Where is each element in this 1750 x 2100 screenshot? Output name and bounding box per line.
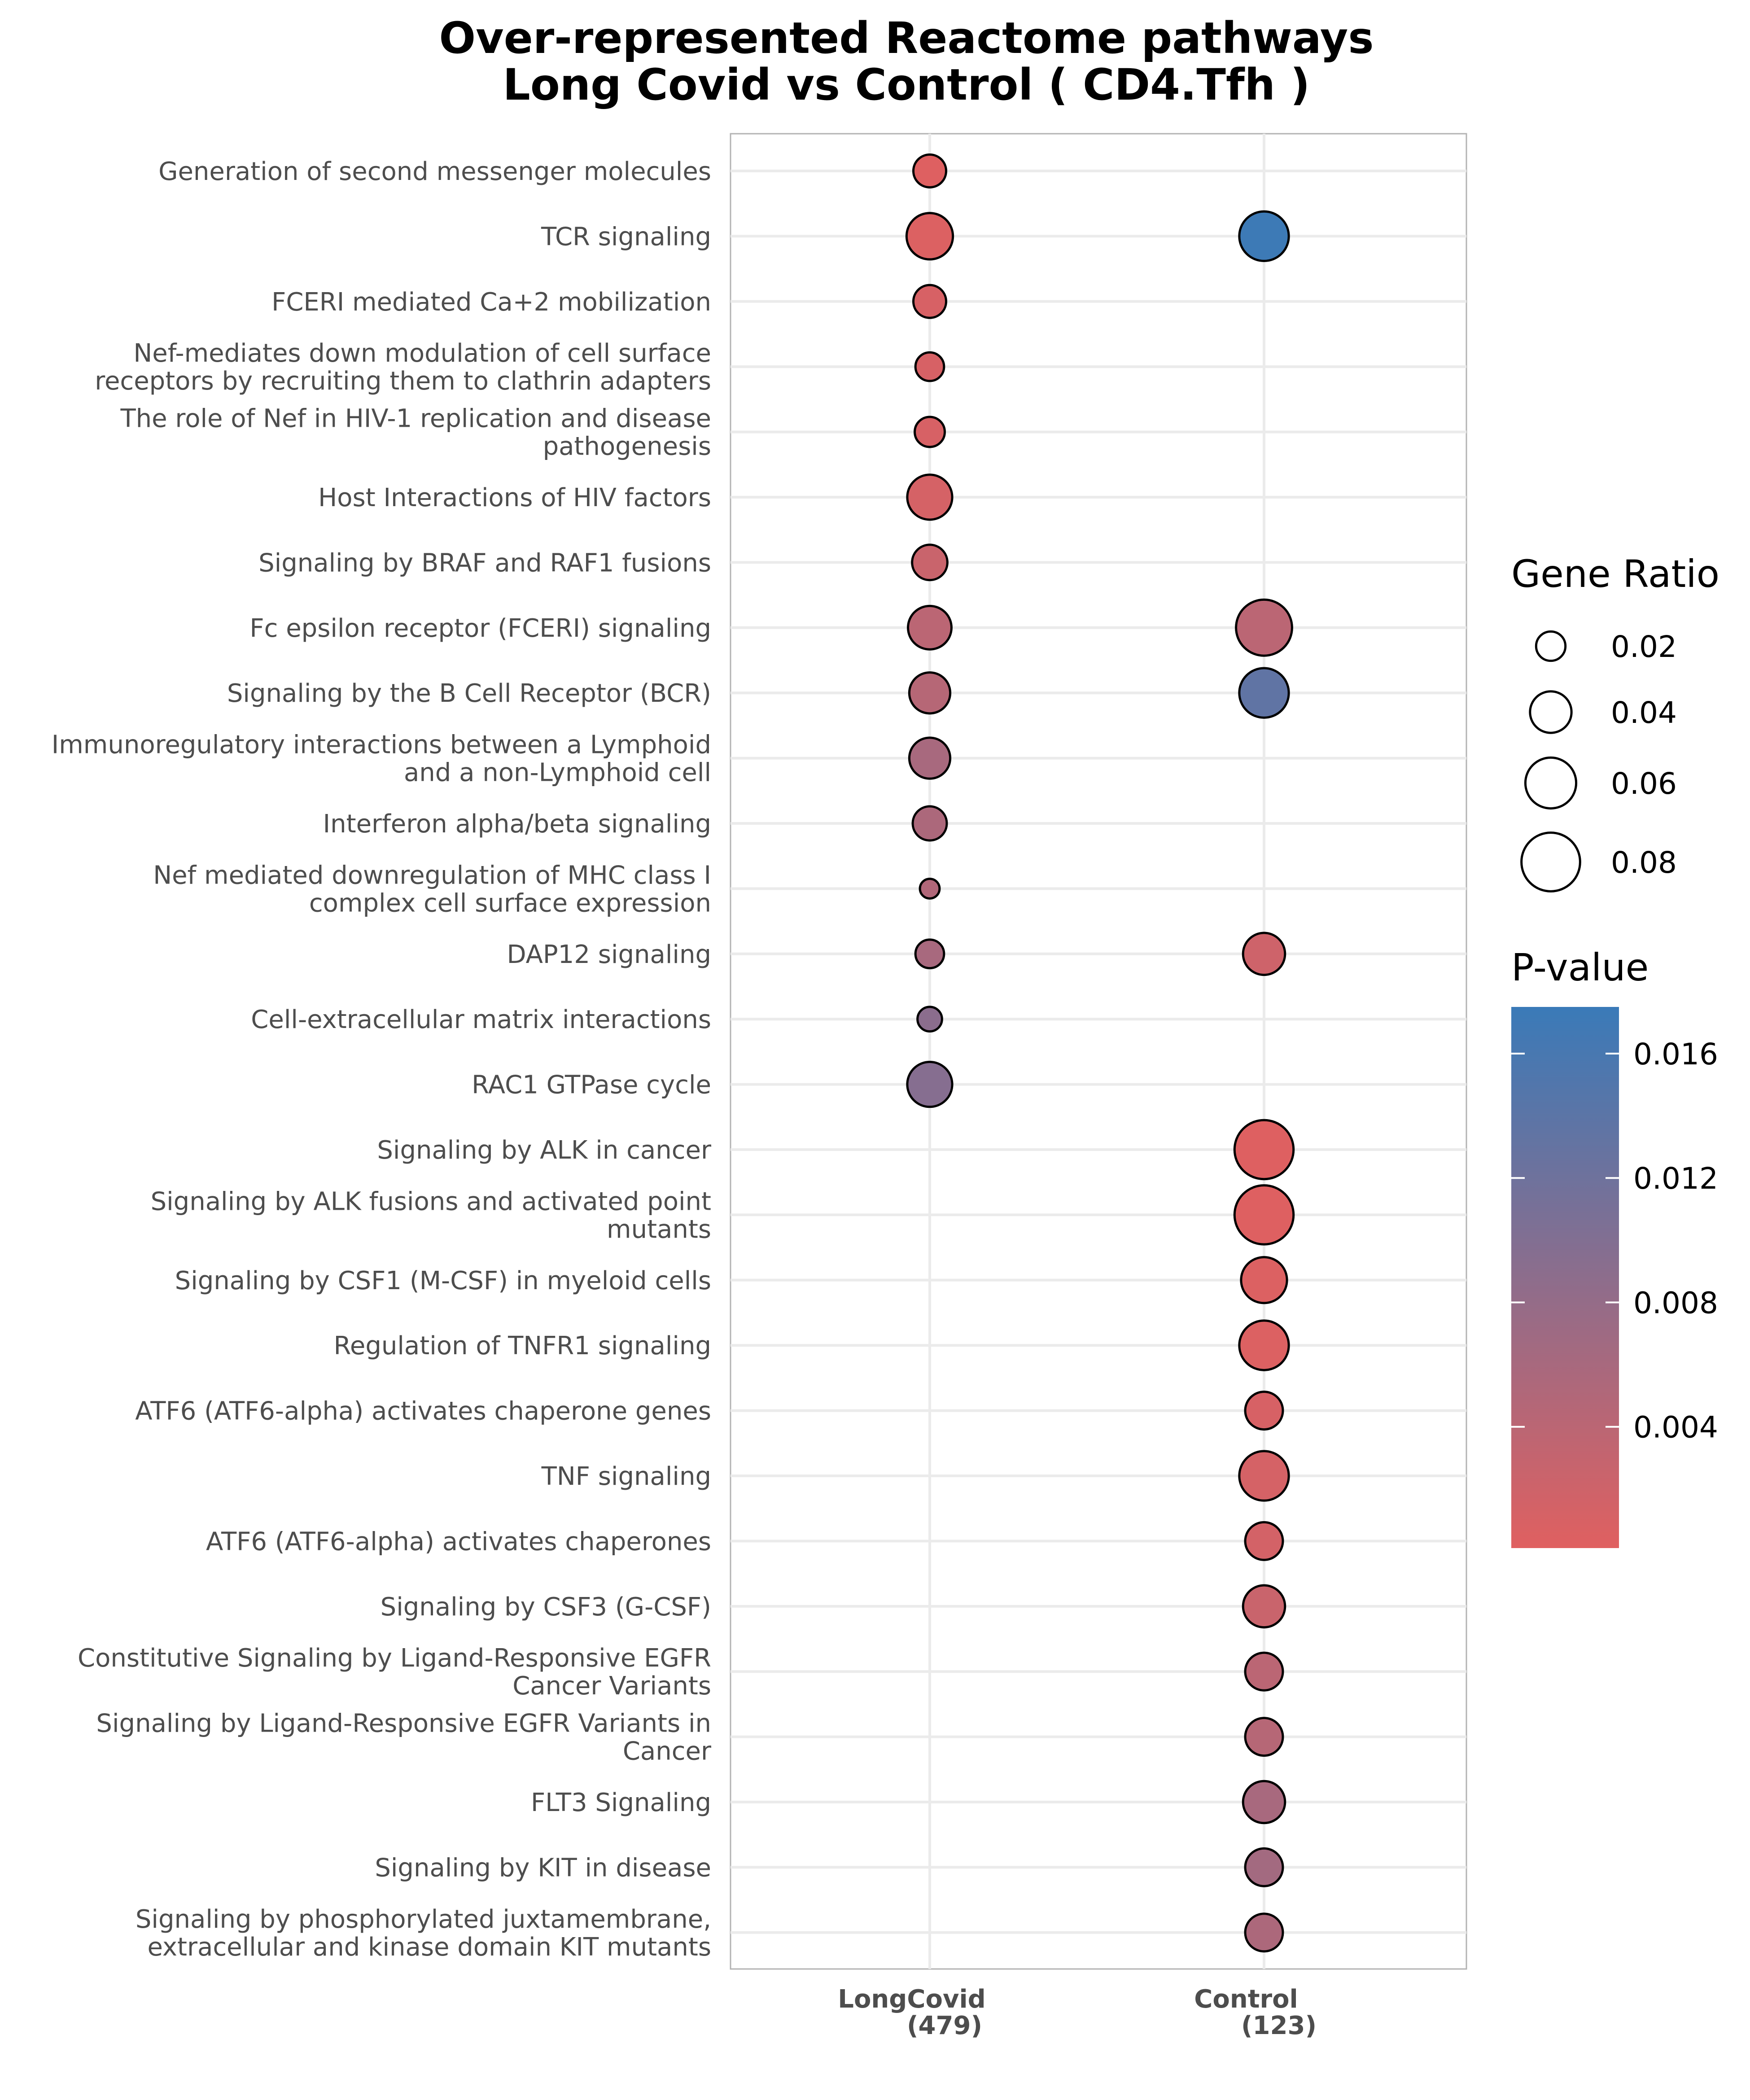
pathway-label: Interferon alpha/beta signaling — [323, 809, 711, 839]
plot-panel — [730, 133, 1467, 1970]
pathway-label: Nef mediated downregulation of MHC class… — [153, 861, 711, 890]
data-point — [1242, 1584, 1286, 1629]
pathway-label: Signaling by KIT in disease — [375, 1853, 711, 1882]
pathway-label: Signaling by ALK fusions and activated p… — [151, 1187, 711, 1216]
pathway-label: and a non-Lymphoid cell — [404, 758, 711, 788]
pathway-label: The role of Nef in HIV-1 replication and… — [120, 404, 711, 433]
pathway-label: TNF signaling — [541, 1462, 711, 1491]
colorbar-label: 0.012 — [1633, 1161, 1718, 1196]
data-point — [1238, 667, 1290, 719]
pathway-label: DAP12 signaling — [507, 940, 711, 969]
pathway-label: Signaling by CSF1 (M-CSF) in myeloid cel… — [175, 1266, 711, 1295]
chart-subtitle: Long Covid vs Control ( CD4.Tfh ) — [503, 60, 1310, 110]
data-point — [1238, 1450, 1290, 1502]
data-point — [911, 543, 949, 582]
pathway-label: TCR signaling — [541, 222, 711, 251]
data-point — [1242, 1780, 1286, 1824]
data-point — [907, 604, 953, 651]
data-point — [914, 938, 945, 970]
p-value-colorbar — [1511, 1007, 1619, 1548]
pathway-label: Regulation of TNFR1 signaling — [333, 1331, 711, 1361]
data-point — [914, 416, 946, 448]
data-point — [1244, 1912, 1284, 1953]
pathway-label: Host Interactions of HIV factors — [318, 483, 711, 512]
data-point — [1233, 1184, 1295, 1246]
chart-title: Over-represented Reactome pathways — [439, 13, 1374, 63]
data-point — [914, 351, 945, 382]
pathway-label: Signaling by BRAF and RAF1 fusions — [258, 548, 711, 578]
group-label: Control — [1194, 1985, 1298, 2014]
size-legend-key — [1524, 756, 1578, 810]
data-point — [1244, 1391, 1284, 1431]
pathway-label: mutants — [607, 1215, 711, 1244]
group-count: (123) — [1241, 2011, 1317, 2040]
gene-ratio-legend: Gene Ratio 0.02 0.04 0.06 0.08 — [1511, 552, 1719, 892]
pathway-label: Signaling by phosphorylated juxtamembran… — [136, 1905, 711, 1934]
pathway-label: Constitutive Signaling by Ligand-Respons… — [78, 1644, 711, 1673]
data-point — [912, 284, 948, 319]
pathway-label: ATF6 (ATF6-alpha) activates chaperones — [206, 1527, 711, 1556]
data-point — [1244, 1651, 1284, 1692]
data-point — [1238, 1319, 1290, 1371]
pathway-label: Cell-extracellular matrix interactions — [251, 1005, 711, 1034]
data-point — [1242, 932, 1286, 976]
pathway-label: FLT3 Signaling — [531, 1788, 711, 1817]
size-legend-label: 0.06 — [1611, 766, 1677, 801]
pathway-label: extracellular and kinase domain KIT muta… — [147, 1933, 711, 1962]
size-legend-key — [1535, 630, 1567, 662]
p-value-legend-title: P-value — [1511, 945, 1649, 989]
data-point — [1244, 1521, 1284, 1561]
pathway-label: Cancer Variants — [512, 1671, 711, 1701]
data-point — [906, 473, 954, 521]
size-legend-key — [1529, 690, 1573, 734]
pathway-label: Signaling by CSF3 (G-CSF) — [381, 1592, 711, 1622]
gridlines — [731, 134, 1466, 1969]
size-legend-label: 0.08 — [1611, 845, 1677, 880]
pathway-label: RAC1 GTPase cycle — [472, 1071, 711, 1100]
pathway-label: Nef-mediates down modulation of cell sur… — [133, 339, 711, 368]
gene-ratio-legend-title: Gene Ratio — [1511, 552, 1719, 596]
p-value-legend: P-value 0.004 0.008 0.012 0.016 — [1511, 945, 1718, 1548]
group-label: LongCovid — [838, 1985, 985, 2014]
pathway-labels: Generation of second messenger molecules… — [52, 157, 712, 1962]
colorbar-label: 0.008 — [1633, 1286, 1718, 1320]
data-point — [916, 1006, 943, 1033]
data-point — [906, 1061, 954, 1108]
data-point — [908, 671, 952, 715]
pathway-label: Fc epsilon receptor (FCERI) signaling — [249, 614, 711, 643]
data-point — [1244, 1847, 1284, 1887]
size-legend-key — [1520, 831, 1581, 892]
pathway-label: complex cell surface expression — [309, 888, 711, 918]
pathway-label: Signaling by Ligand-Responsive EGFR Vari… — [96, 1709, 711, 1738]
group-labels: LongCovid(479) Control(123) — [838, 1985, 1317, 2040]
pathway-label: FCERI mediated Ca+2 mobilization — [271, 288, 711, 317]
data-points — [905, 153, 1295, 1953]
pathway-label: Signaling by the B Cell Receptor (BCR) — [227, 679, 711, 708]
size-legend-label: 0.02 — [1611, 630, 1677, 664]
data-point — [1244, 1717, 1284, 1757]
data-point — [1240, 1256, 1288, 1304]
group-count: (479) — [907, 2011, 982, 2040]
size-legend-label: 0.04 — [1611, 696, 1677, 730]
data-point — [912, 153, 948, 189]
colorbar-label: 0.004 — [1633, 1410, 1718, 1445]
pathway-label: ATF6 (ATF6-alpha) activates chaperone ge… — [135, 1397, 711, 1426]
pathway-label: receptors by recruiting them to clathrin… — [95, 367, 711, 396]
pathway-label: pathogenesis — [543, 432, 711, 461]
data-point — [919, 877, 941, 900]
data-point — [1233, 1119, 1295, 1181]
data-point — [1238, 210, 1290, 262]
data-point — [911, 805, 948, 842]
data-point — [905, 212, 954, 261]
colorbar-label: 0.016 — [1633, 1037, 1718, 1072]
pathway-label: Generation of second messenger molecules — [158, 157, 711, 186]
data-point — [908, 736, 952, 780]
data-point — [1235, 598, 1293, 657]
pathway-label: Cancer — [623, 1737, 712, 1766]
pathway-label: Signaling by ALK in cancer — [377, 1136, 712, 1165]
pathway-label: Immunoregulatory interactions between a … — [52, 731, 711, 760]
